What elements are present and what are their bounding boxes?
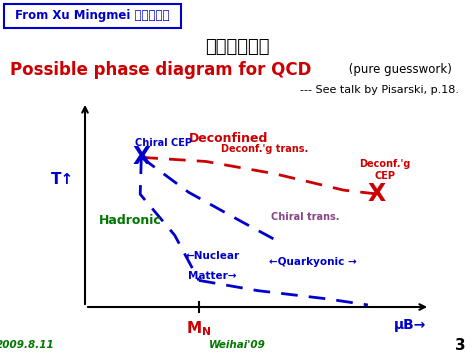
Text: X: X [132, 145, 150, 169]
Text: ←Nuclear: ←Nuclear [186, 251, 240, 261]
Text: Chiral trans.: Chiral trans. [271, 212, 340, 222]
Text: μB→: μB→ [394, 318, 426, 332]
Text: 2009.8.11: 2009.8.11 [0, 340, 55, 350]
Text: $\mathbf{M_N}$: $\mathbf{M_N}$ [186, 320, 211, 338]
Text: (pure guesswork): (pure guesswork) [345, 64, 452, 76]
Text: ←Quarkyonic →: ←Quarkyonic → [269, 257, 356, 267]
Text: 一、关于相图: 一、关于相图 [205, 38, 269, 56]
Text: Deconf.'g trans.: Deconf.'g trans. [221, 144, 308, 154]
FancyBboxPatch shape [4, 4, 181, 28]
Text: Hadronic: Hadronic [99, 214, 161, 228]
Text: T↑: T↑ [51, 173, 74, 187]
Text: Chiral CEP: Chiral CEP [135, 138, 192, 148]
Text: X: X [368, 182, 386, 206]
Text: Matter→: Matter→ [188, 271, 237, 281]
Text: --- See talk by Pisarski, p.18.: --- See talk by Pisarski, p.18. [300, 85, 459, 95]
Text: Deconf.'g
CEP: Deconf.'g CEP [359, 159, 411, 181]
Text: Deconfined: Deconfined [189, 132, 269, 146]
Text: Possible phase diagram for QCD: Possible phase diagram for QCD [10, 61, 311, 79]
Text: From Xu Mingmei （许明梅）: From Xu Mingmei （许明梅） [15, 10, 169, 22]
Text: 3: 3 [455, 338, 465, 353]
Text: Weihai'09: Weihai'09 [209, 340, 265, 350]
